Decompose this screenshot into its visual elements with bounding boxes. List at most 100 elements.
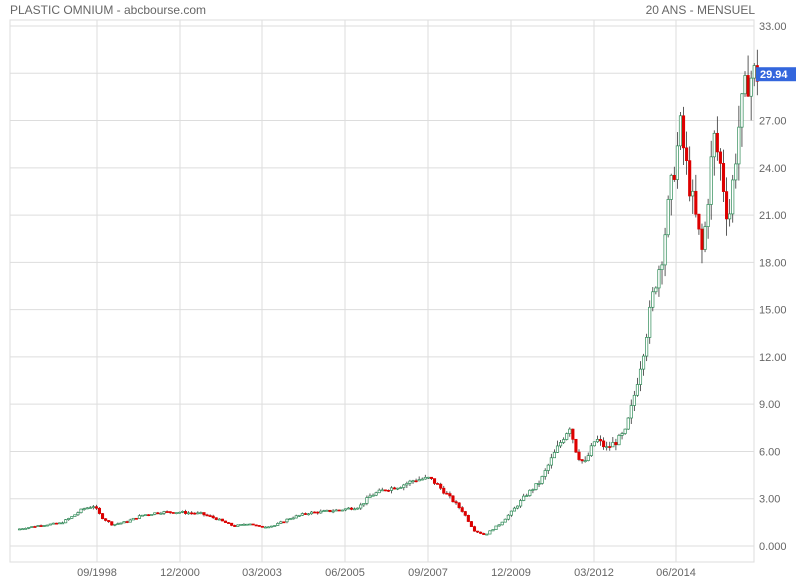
candle xyxy=(199,511,203,515)
candle xyxy=(245,523,249,526)
candle xyxy=(236,524,240,527)
candle xyxy=(24,527,28,530)
y-tick-label: 3.00 xyxy=(759,494,780,506)
candle xyxy=(393,486,397,490)
candle xyxy=(325,509,329,512)
candle xyxy=(469,520,473,527)
candle xyxy=(555,440,560,454)
candle xyxy=(177,511,181,514)
candle xyxy=(515,505,520,510)
candle xyxy=(420,477,424,481)
candle xyxy=(586,452,590,462)
candle xyxy=(740,92,744,147)
candle xyxy=(709,140,713,220)
candle xyxy=(509,510,513,517)
candle xyxy=(592,441,596,447)
candle xyxy=(706,198,710,239)
candle xyxy=(377,488,381,494)
candle xyxy=(396,487,400,491)
candle xyxy=(537,480,541,487)
candle xyxy=(282,521,286,524)
candle xyxy=(436,482,440,485)
candle xyxy=(116,522,120,526)
candle xyxy=(602,437,606,450)
candle xyxy=(294,514,298,519)
candle xyxy=(617,433,621,446)
candle xyxy=(432,478,437,485)
candle xyxy=(54,522,58,525)
candle xyxy=(497,524,501,527)
candle xyxy=(276,522,280,526)
candle xyxy=(340,509,344,512)
candle xyxy=(463,510,467,517)
candle xyxy=(552,449,556,459)
candle xyxy=(156,511,160,515)
candle xyxy=(36,524,40,527)
x-tick-label: 09/1998 xyxy=(77,567,117,579)
last-price-label: 29.94 xyxy=(760,69,788,81)
candle xyxy=(131,517,135,521)
candle xyxy=(57,522,62,525)
candle xyxy=(672,166,676,182)
candle xyxy=(297,514,301,517)
candle xyxy=(678,111,683,151)
candle xyxy=(700,223,704,264)
candle xyxy=(506,514,510,521)
x-tick-label: 06/2014 xyxy=(656,567,696,579)
y-tick-label: 18.00 xyxy=(759,257,787,269)
candle xyxy=(718,148,722,181)
candle xyxy=(349,507,354,511)
candle xyxy=(214,517,218,521)
candle xyxy=(589,442,593,457)
candle xyxy=(291,516,295,520)
candle xyxy=(595,435,600,443)
candle xyxy=(451,495,455,503)
candle xyxy=(168,511,172,515)
candle xyxy=(125,520,129,524)
candle xyxy=(300,512,304,516)
candle xyxy=(27,527,31,530)
candle xyxy=(389,486,394,494)
candle xyxy=(712,130,716,176)
candle xyxy=(460,506,464,513)
x-tick-label: 12/2009 xyxy=(491,567,531,579)
candle xyxy=(254,524,258,527)
candle xyxy=(365,495,369,506)
grid-lines xyxy=(9,19,755,563)
candle xyxy=(316,511,320,515)
candle xyxy=(150,514,154,516)
candle xyxy=(331,509,335,514)
candle xyxy=(187,511,191,515)
candle xyxy=(171,512,175,514)
candle xyxy=(79,508,83,514)
candle xyxy=(414,478,418,483)
candle xyxy=(257,525,261,527)
candle xyxy=(73,514,77,517)
candle xyxy=(715,116,719,161)
candle xyxy=(359,502,363,510)
candle xyxy=(488,530,492,535)
y-tick-label: 0.000 xyxy=(759,541,787,553)
candle xyxy=(611,437,615,448)
candle xyxy=(405,481,409,488)
candle xyxy=(76,511,80,516)
candle xyxy=(605,441,609,451)
candle xyxy=(104,518,108,522)
candle xyxy=(190,511,194,515)
candle xyxy=(230,522,234,527)
candle xyxy=(208,514,212,517)
candle xyxy=(746,55,750,97)
candle xyxy=(346,507,351,510)
candle xyxy=(180,510,185,514)
candle xyxy=(270,525,274,528)
y-tick-label: 27.00 xyxy=(759,116,787,128)
candle xyxy=(577,449,581,462)
x-tick-label: 03/2003 xyxy=(242,567,282,579)
candle xyxy=(21,528,25,531)
candle xyxy=(423,474,427,480)
candle xyxy=(144,514,148,517)
candle xyxy=(426,476,430,480)
candle xyxy=(531,488,535,494)
candle xyxy=(399,486,403,489)
candle xyxy=(310,511,314,515)
